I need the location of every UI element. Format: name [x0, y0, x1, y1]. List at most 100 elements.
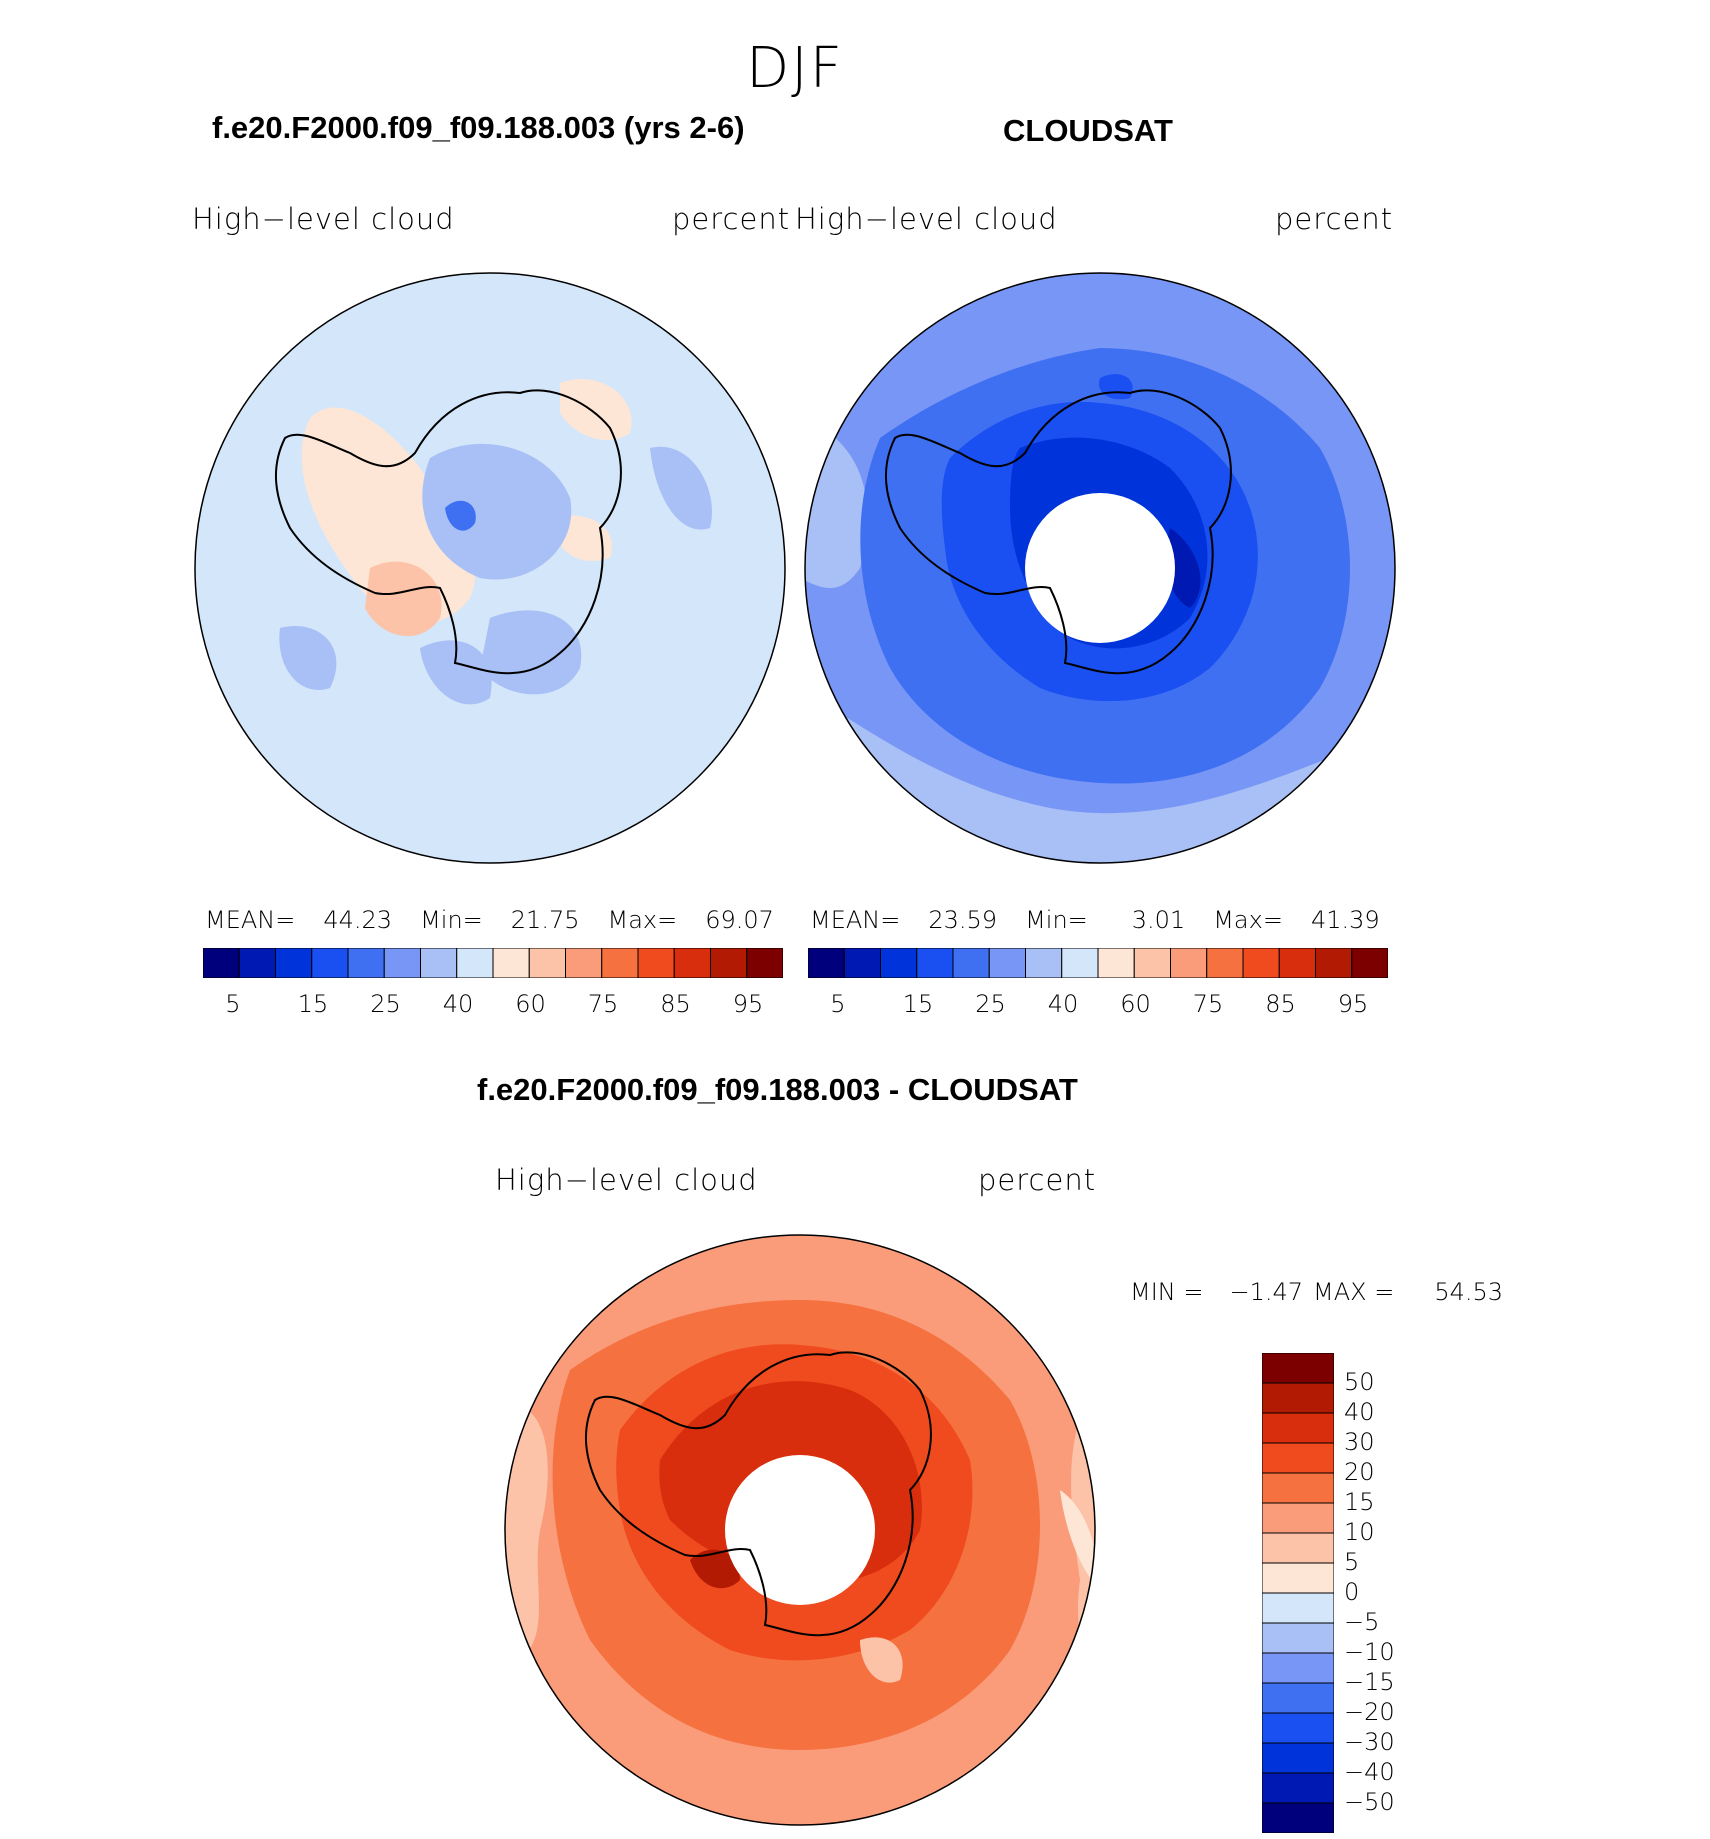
- colorbar-swatch: [1261, 1592, 1335, 1624]
- colorbar-tick-label: 85: [1265, 990, 1296, 1018]
- difference-polar-map: [504, 1234, 1096, 1826]
- colorbar-swatch: [1133, 947, 1171, 979]
- difference-colorbar: [1261, 1352, 1335, 1837]
- colorbar-tick-label: 20: [1344, 1458, 1375, 1486]
- colorbar-tick-label: 0: [1344, 1578, 1360, 1606]
- colorbar-swatch: [456, 947, 494, 979]
- colorbar-swatch: [710, 947, 748, 979]
- colorbar-swatch: [1261, 1682, 1335, 1714]
- obs-stats: MEAN= 23.59 Min= 3.01 Max= 41.39: [810, 906, 1380, 934]
- colorbar-tick-label: −15: [1344, 1668, 1395, 1696]
- colorbar-tick-label: 60: [515, 990, 546, 1018]
- colorbar-tick-label: 30: [1344, 1428, 1375, 1456]
- colorbar-swatch: [1242, 947, 1280, 979]
- colorbar-swatch: [1170, 947, 1208, 979]
- model-variable-label: High−level cloud: [192, 202, 455, 236]
- colorbar-tick-label: −50: [1344, 1788, 1395, 1816]
- colorbar-swatch: [1261, 1562, 1335, 1594]
- obs-units-label: percent: [1275, 202, 1394, 236]
- obs-colorbar: [807, 947, 1389, 982]
- colorbar-swatch: [492, 947, 530, 979]
- colorbar-tick-label: 5: [225, 990, 241, 1018]
- model-colorbar-ticks: 5 15 25 40 60 75 85 95: [203, 990, 783, 1020]
- difference-colorbar-ticks: 50 40 30 20 15 10 5 0 −5 −10 −15 −20 −30 −40 −50: [1344, 1353, 1464, 1833]
- colorbar-swatch: [1261, 1712, 1335, 1744]
- colorbar-swatch: [1261, 1652, 1335, 1684]
- colorbar-tick-label: 75: [1192, 990, 1224, 1018]
- colorbar-tick-label: 40: [442, 990, 474, 1018]
- model-units-label: percent: [672, 202, 791, 236]
- colorbar-swatch: [420, 947, 458, 979]
- model-polar-map: [194, 272, 786, 864]
- colorbar-swatch: [311, 947, 349, 979]
- colorbar-swatch: [1261, 1622, 1335, 1654]
- colorbar-swatch: [880, 947, 918, 979]
- colorbar-tick-label: 25: [370, 990, 401, 1018]
- colorbar-tick-label: 40: [1344, 1398, 1375, 1426]
- colorbar-tick-label: −30: [1344, 1728, 1395, 1756]
- colorbar-swatch: [807, 947, 845, 979]
- obs-variable-label: High−level cloud: [795, 202, 1058, 236]
- model-colorbar: [202, 947, 784, 982]
- colorbar-swatch: [1261, 1742, 1335, 1774]
- colorbar-tick-label: 50: [1344, 1368, 1375, 1396]
- colorbar-swatch: [202, 947, 240, 979]
- colorbar-swatch: [565, 947, 603, 979]
- colorbar-tick-label: 25: [975, 990, 1006, 1018]
- colorbar-swatch: [1261, 1382, 1335, 1414]
- obs-panel-title: CLOUDSAT: [1003, 113, 1173, 148]
- colorbar-swatch: [383, 947, 421, 979]
- obs-colorbar-ticks: 5 15 25 40 60 75 85 95: [808, 990, 1388, 1020]
- colorbar-tick-label: 85: [660, 990, 691, 1018]
- colorbar-swatch: [1261, 1802, 1335, 1834]
- season-title: DJF: [746, 36, 844, 101]
- colorbar-tick-label: −20: [1344, 1698, 1395, 1726]
- colorbar-swatch: [1261, 1772, 1335, 1804]
- colorbar-swatch: [952, 947, 990, 979]
- diff-units-label: percent: [978, 1163, 1097, 1197]
- colorbar-swatch: [1261, 1532, 1335, 1564]
- colorbar-tick-label: 75: [587, 990, 619, 1018]
- colorbar-tick-label: 5: [1344, 1548, 1360, 1576]
- colorbar-swatch: [916, 947, 954, 979]
- colorbar-tick-label: 40: [1047, 990, 1079, 1018]
- colorbar-swatch: [601, 947, 639, 979]
- colorbar-swatch: [843, 947, 881, 979]
- difference-stats: MIN = −1.47 MAX = 54.53: [1130, 1278, 1504, 1306]
- colorbar-tick-label: 5: [830, 990, 846, 1018]
- colorbar-swatch: [1261, 1472, 1335, 1504]
- colorbar-swatch: [1261, 1352, 1335, 1384]
- colorbar-swatch: [1278, 947, 1316, 979]
- colorbar-tick-label: 10: [1344, 1518, 1375, 1546]
- difference-title: f.e20.F2000.f09_f09.188.003 - CLOUDSAT: [477, 1072, 1078, 1107]
- colorbar-swatch: [238, 947, 276, 979]
- colorbar-swatch: [1261, 1502, 1335, 1534]
- model-panel-title: f.e20.F2000.f09_f09.188.003 (yrs 2-6): [212, 110, 745, 145]
- colorbar-tick-label: 95: [732, 990, 764, 1018]
- obs-polar-map: [804, 272, 1396, 864]
- colorbar-swatch: [1025, 947, 1063, 979]
- colorbar-tick-label: 95: [1337, 990, 1369, 1018]
- colorbar-swatch: [1061, 947, 1099, 979]
- colorbar-tick-label: −10: [1344, 1638, 1395, 1666]
- colorbar-tick-label: 15: [1344, 1488, 1375, 1516]
- colorbar-tick-label: −40: [1344, 1758, 1395, 1786]
- colorbar-tick-label: −5: [1344, 1608, 1380, 1636]
- colorbar-swatch: [1097, 947, 1135, 979]
- colorbar-swatch: [746, 947, 784, 979]
- colorbar-swatch: [1351, 947, 1389, 979]
- colorbar-swatch: [637, 947, 675, 979]
- colorbar-tick-label: 15: [297, 990, 329, 1018]
- colorbar-swatch: [1315, 947, 1353, 979]
- model-stats: MEAN= 44.23 Min= 21.75 Max= 69.07: [205, 906, 774, 934]
- colorbar-swatch: [1206, 947, 1244, 979]
- colorbar-swatch: [275, 947, 313, 979]
- colorbar-swatch: [347, 947, 385, 979]
- colorbar-swatch: [528, 947, 566, 979]
- colorbar-swatch: [988, 947, 1026, 979]
- diff-variable-label: High−level cloud: [495, 1163, 758, 1197]
- colorbar-swatch: [1261, 1442, 1335, 1474]
- colorbar-tick-label: 15: [902, 990, 934, 1018]
- colorbar-tick-label: 60: [1120, 990, 1151, 1018]
- colorbar-swatch: [673, 947, 711, 979]
